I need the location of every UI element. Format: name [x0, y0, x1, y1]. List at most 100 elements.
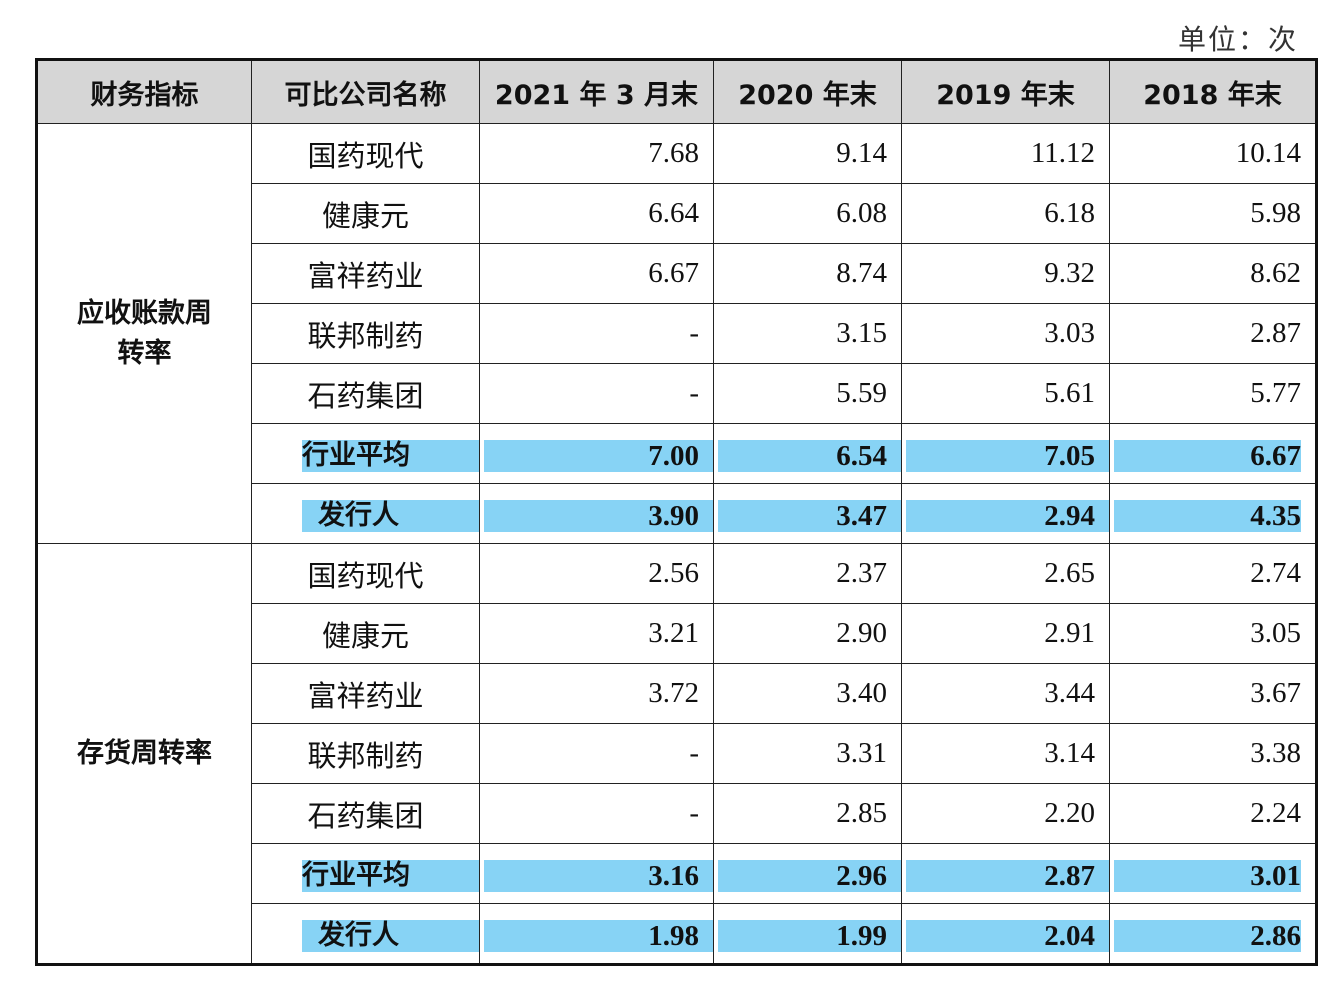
value: 10.14 — [1109, 123, 1317, 184]
table-row: 富祥药业 3.72 3.40 3.44 3.67 — [37, 663, 1317, 724]
value: 3.31 — [713, 723, 902, 784]
company-name: 国药现代 — [251, 543, 480, 604]
value-cell: 1.98 — [479, 903, 714, 965]
company-name: 健康元 — [251, 183, 480, 244]
value: 2.91 — [901, 603, 1110, 664]
value: 9.14 — [713, 123, 902, 184]
company-name: 行业平均 — [302, 439, 479, 472]
value-cell: 3.47 — [713, 483, 902, 544]
table-row: 行业平均 7.00 6.54 7.05 6.67 — [37, 423, 1317, 484]
value: 6.08 — [713, 183, 902, 244]
value-cell: 2.94 — [901, 483, 1110, 544]
value: 8.74 — [713, 243, 902, 304]
value: 5.77 — [1109, 363, 1317, 424]
table-row: 石药集团 -5.59 5.61 5.77 — [37, 363, 1317, 424]
value: 9.32 — [901, 243, 1110, 304]
value: 2.87 — [906, 859, 1109, 892]
value: 3.44 — [901, 663, 1110, 724]
company-cell: 行业平均 — [251, 423, 480, 484]
turnover-table: 财务指标 可比公司名称 2021 年 3 月末 2020 年末 2019 年末 2018 … — [35, 58, 1318, 966]
table-row: 石药集团 -2.85 2.20 2.24 — [37, 783, 1317, 844]
group-label-cell: 应收账款周转率 — [36, 123, 252, 544]
company-name: 石药集团 — [251, 783, 480, 844]
company-name: 石药集团 — [251, 363, 480, 424]
value: - — [479, 783, 714, 844]
value-cell: 2.87 — [901, 843, 1110, 904]
column-header: 2019 年末 — [901, 59, 1110, 124]
value-cell: 7.00 — [479, 423, 714, 484]
group-label: 存货周转率 — [77, 737, 212, 769]
table-row: 富祥药业 6.67 8.74 9.32 8.62 — [37, 243, 1317, 304]
value: 3.14 — [901, 723, 1110, 784]
value: 2.37 — [713, 543, 902, 604]
value-cell: 1.99 — [713, 903, 902, 965]
table-row: 发行人 1.98 1.99 2.04 2.86 — [37, 903, 1317, 965]
value: 3.03 — [901, 303, 1110, 364]
value: 11.12 — [901, 123, 1110, 184]
value: 2.56 — [479, 543, 714, 604]
column-header: 2020 年末 — [713, 59, 902, 124]
value: 3.01 — [1114, 859, 1301, 892]
value: 7.00 — [484, 439, 713, 472]
value-cell: 7.05 — [901, 423, 1110, 484]
value: 6.54 — [718, 439, 901, 472]
table-row: 应收账款周转率 国药现代 7.68 9.14 11.12 10.14 — [36, 123, 1317, 544]
table-row: 发行人 3.90 3.47 2.94 4.35 — [37, 483, 1317, 544]
value: 6.67 — [479, 243, 714, 304]
company-cell: 发行人 — [251, 903, 480, 965]
value: 1.98 — [484, 919, 713, 952]
value: 6.67 — [1114, 439, 1301, 472]
company-name: 健康元 — [251, 603, 480, 664]
value: - — [479, 303, 714, 364]
company-cell: 发行人 — [251, 483, 480, 544]
value-cell: 3.90 — [479, 483, 714, 544]
unit-label: 单位：次 — [1177, 25, 1298, 56]
value-cell: 6.54 — [713, 423, 902, 484]
value: 7.68 — [479, 123, 714, 184]
value: - — [479, 363, 714, 424]
company-cell: 行业平均 — [251, 843, 480, 904]
value: 2.04 — [906, 919, 1109, 952]
value-cell: 3.16 — [479, 843, 714, 904]
value: 2.90 — [713, 603, 902, 664]
column-header: 财务指标 — [36, 59, 252, 124]
column-header: 可比公司名称 — [251, 59, 480, 124]
header-row: 财务指标 可比公司名称 2021 年 3 月末 2020 年末 2019 年末 2018 … — [36, 59, 1317, 124]
value: 5.59 — [713, 363, 902, 424]
table-row: 联邦制药 -3.15 3.03 2.87 — [37, 303, 1317, 364]
value: 6.64 — [479, 183, 714, 244]
value: 2.94 — [906, 499, 1109, 532]
value-cell: 4.35 — [1109, 483, 1317, 544]
value: 5.61 — [901, 363, 1110, 424]
table-row: 健康元 3.21 2.90 2.91 3.05 — [37, 603, 1317, 664]
table-row: 存货周转率 国药现代 2.56 2.37 2.65 2.74 — [36, 543, 1317, 965]
value: 4.35 — [1114, 499, 1301, 532]
value: 3.38 — [1109, 723, 1317, 784]
value: 2.87 — [1109, 303, 1317, 364]
value: 7.05 — [906, 439, 1109, 472]
value: 2.74 — [1109, 543, 1317, 604]
value: 2.96 — [718, 859, 901, 892]
table-row: 行业平均 3.16 2.96 2.87 3.01 — [37, 843, 1317, 904]
value: 2.86 — [1114, 919, 1301, 952]
value: 5.98 — [1109, 183, 1317, 244]
group-label: 应收账款周转率 — [77, 297, 212, 369]
value-cell: 3.01 — [1109, 843, 1317, 904]
value: 3.16 — [484, 859, 713, 892]
table-row: 联邦制药 -3.31 3.14 3.38 — [37, 723, 1317, 784]
value: 3.47 — [718, 499, 901, 532]
value: 6.18 — [901, 183, 1110, 244]
value: 3.05 — [1109, 603, 1317, 664]
value: 3.21 — [479, 603, 714, 664]
company-name: 发行人 — [302, 499, 479, 532]
value: 2.65 — [901, 543, 1110, 604]
group-label-cell: 存货周转率 — [36, 543, 252, 965]
value: 2.85 — [713, 783, 902, 844]
company-name: 联邦制药 — [251, 723, 480, 784]
company-name: 行业平均 — [302, 859, 479, 892]
column-header: 2021 年 3 月末 — [479, 59, 714, 124]
company-name: 国药现代 — [251, 123, 480, 184]
value: 8.62 — [1109, 243, 1317, 304]
value: 3.15 — [713, 303, 902, 364]
